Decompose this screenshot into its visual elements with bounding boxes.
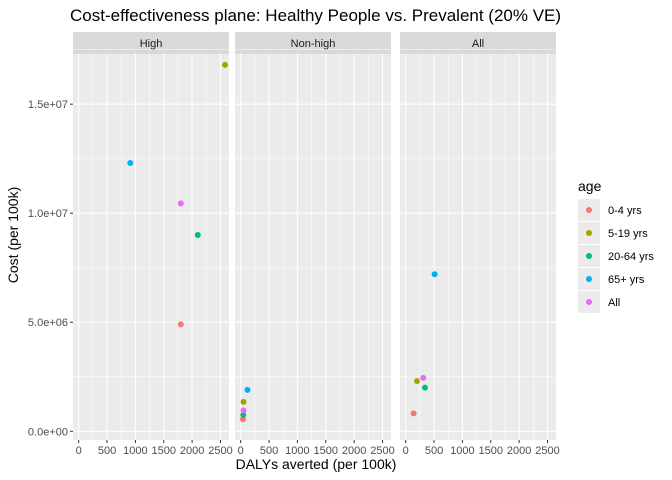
panel-background — [235, 54, 391, 440]
legend-label: 0-4 yrs — [608, 205, 642, 217]
x-tick-label: 1500 — [479, 445, 503, 457]
legend-marker — [586, 207, 592, 213]
x-axes: 0 500 1000 1500 2000 2500 0 500 1000 1500 2000 2500… — [76, 440, 560, 457]
legend-title: age — [578, 178, 602, 194]
facet-panels: High Non-high All — [73, 32, 556, 440]
facet-strip — [400, 32, 556, 54]
x-tick-label: 1000 — [285, 445, 309, 457]
x-tick-label: 1500 — [152, 445, 176, 457]
legend: age 0-4 yrs 5-19 yrs 20-64 yrs 65+ yrs All — [578, 178, 654, 313]
x-tick-label: 2500 — [208, 445, 232, 457]
y-tick-label: 5.0e+06 — [28, 317, 68, 329]
x-tick-label: 500 — [98, 445, 116, 457]
legend-item: 5-19 yrs — [578, 222, 648, 244]
legend-marker — [586, 230, 592, 236]
facet-strip — [235, 32, 391, 54]
x-tick-label: 1000 — [450, 445, 474, 457]
data-point-20-64-yrs — [240, 411, 247, 418]
legend-marker — [586, 253, 592, 259]
data-point-65-yrs — [244, 386, 251, 393]
data-point-65-yrs — [127, 160, 134, 167]
y-tick-label: 0.0e+00 — [28, 426, 68, 438]
facet-strip-label: All — [472, 38, 484, 50]
data-point-20-64-yrs — [421, 384, 428, 391]
legend-item: 20-64 yrs — [578, 245, 654, 267]
x-tick-label: 0 — [238, 445, 244, 457]
legend-label: 65+ yrs — [608, 274, 645, 286]
x-tick-label: 2500 — [535, 445, 559, 457]
x-tick-label: 1500 — [314, 445, 338, 457]
panel-background — [400, 54, 556, 440]
facet-strip-label: Non-high — [291, 38, 336, 50]
facet-strip — [73, 32, 229, 54]
data-point-5-19-yrs — [222, 61, 229, 68]
legend-item: 0-4 yrs — [578, 199, 642, 221]
panel-high: High — [73, 32, 229, 440]
y-axis: 0.0e+00 5.0e+06 1.0e+07 1.5e+07 — [28, 99, 73, 438]
x-tick-label: 0 — [76, 445, 82, 457]
x-tick-label: 2000 — [507, 445, 531, 457]
legend-label: 5-19 yrs — [608, 228, 648, 240]
data-point-all — [177, 200, 184, 207]
x-tick-label: 1000 — [123, 445, 147, 457]
data-point-5-19-yrs — [240, 398, 247, 405]
y-tick-label: 1.0e+07 — [28, 208, 68, 220]
data-point-all — [420, 374, 427, 381]
chart-title: Cost-effectiveness plane: Healthy People… — [70, 6, 561, 25]
legend-item: 65+ yrs — [578, 268, 645, 290]
panel-all: All — [400, 32, 556, 440]
data-point-5-19-yrs — [414, 378, 421, 385]
data-point-all — [240, 407, 247, 414]
legend-item: All — [578, 291, 620, 313]
x-axis-title: DALYs averted (per 100k) — [236, 456, 397, 472]
data-point-65-yrs — [431, 271, 438, 278]
panel-non-high: Non-high — [235, 32, 391, 440]
facet-strip-label: High — [140, 38, 163, 50]
y-tick-label: 1.5e+07 — [28, 99, 68, 111]
x-tick-label: 0 — [403, 445, 409, 457]
data-point-20-64-yrs — [194, 232, 201, 239]
legend-items: 0-4 yrs 5-19 yrs 20-64 yrs 65+ yrs All — [578, 199, 654, 313]
legend-marker — [586, 299, 592, 305]
x-tick-label: 2000 — [180, 445, 204, 457]
data-point-0-4-yrs — [239, 416, 246, 423]
legend-marker — [586, 276, 592, 282]
y-axis-title: Cost (per 100k) — [5, 187, 21, 283]
x-tick-label: 2500 — [370, 445, 394, 457]
data-point-0-4-yrs — [177, 321, 184, 328]
panel-background — [73, 54, 229, 440]
legend-label: 20-64 yrs — [608, 251, 654, 263]
x-tick-label: 2000 — [342, 445, 366, 457]
data-point-0-4-yrs — [410, 410, 417, 417]
x-tick-label: 500 — [425, 445, 443, 457]
x-tick-label: 500 — [260, 445, 278, 457]
legend-label: All — [608, 297, 620, 309]
